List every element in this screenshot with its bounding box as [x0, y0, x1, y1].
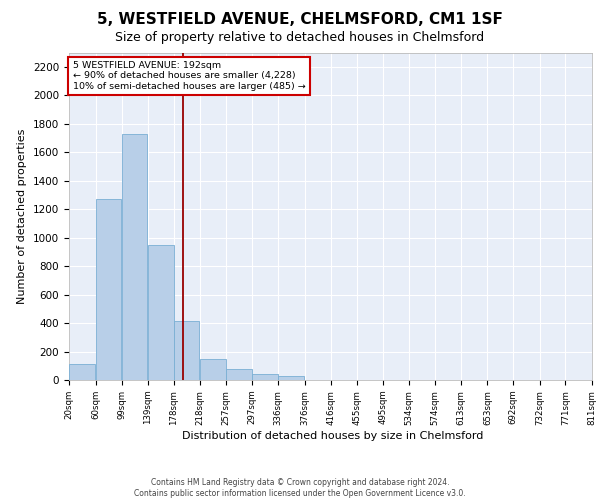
Text: 5, WESTFIELD AVENUE, CHELMSFORD, CM1 1SF: 5, WESTFIELD AVENUE, CHELMSFORD, CM1 1SF [97, 12, 503, 26]
Bar [96, 199, 121, 380]
Text: Distribution of detached houses by size in Chelmsford: Distribution of detached houses by size … [182, 431, 484, 441]
Bar [122, 134, 147, 380]
Bar [278, 376, 304, 380]
Text: Contains HM Land Registry data © Crown copyright and database right 2024.
Contai: Contains HM Land Registry data © Crown c… [134, 478, 466, 498]
Bar [253, 374, 278, 380]
Bar [226, 370, 251, 380]
Bar [70, 364, 95, 380]
Y-axis label: Number of detached properties: Number of detached properties [17, 128, 28, 304]
Bar [148, 244, 173, 380]
Bar [200, 358, 226, 380]
Text: 5 WESTFIELD AVENUE: 192sqm
← 90% of detached houses are smaller (4,228)
10% of s: 5 WESTFIELD AVENUE: 192sqm ← 90% of deta… [73, 61, 305, 91]
Bar [174, 321, 199, 380]
Text: Size of property relative to detached houses in Chelmsford: Size of property relative to detached ho… [115, 32, 485, 44]
